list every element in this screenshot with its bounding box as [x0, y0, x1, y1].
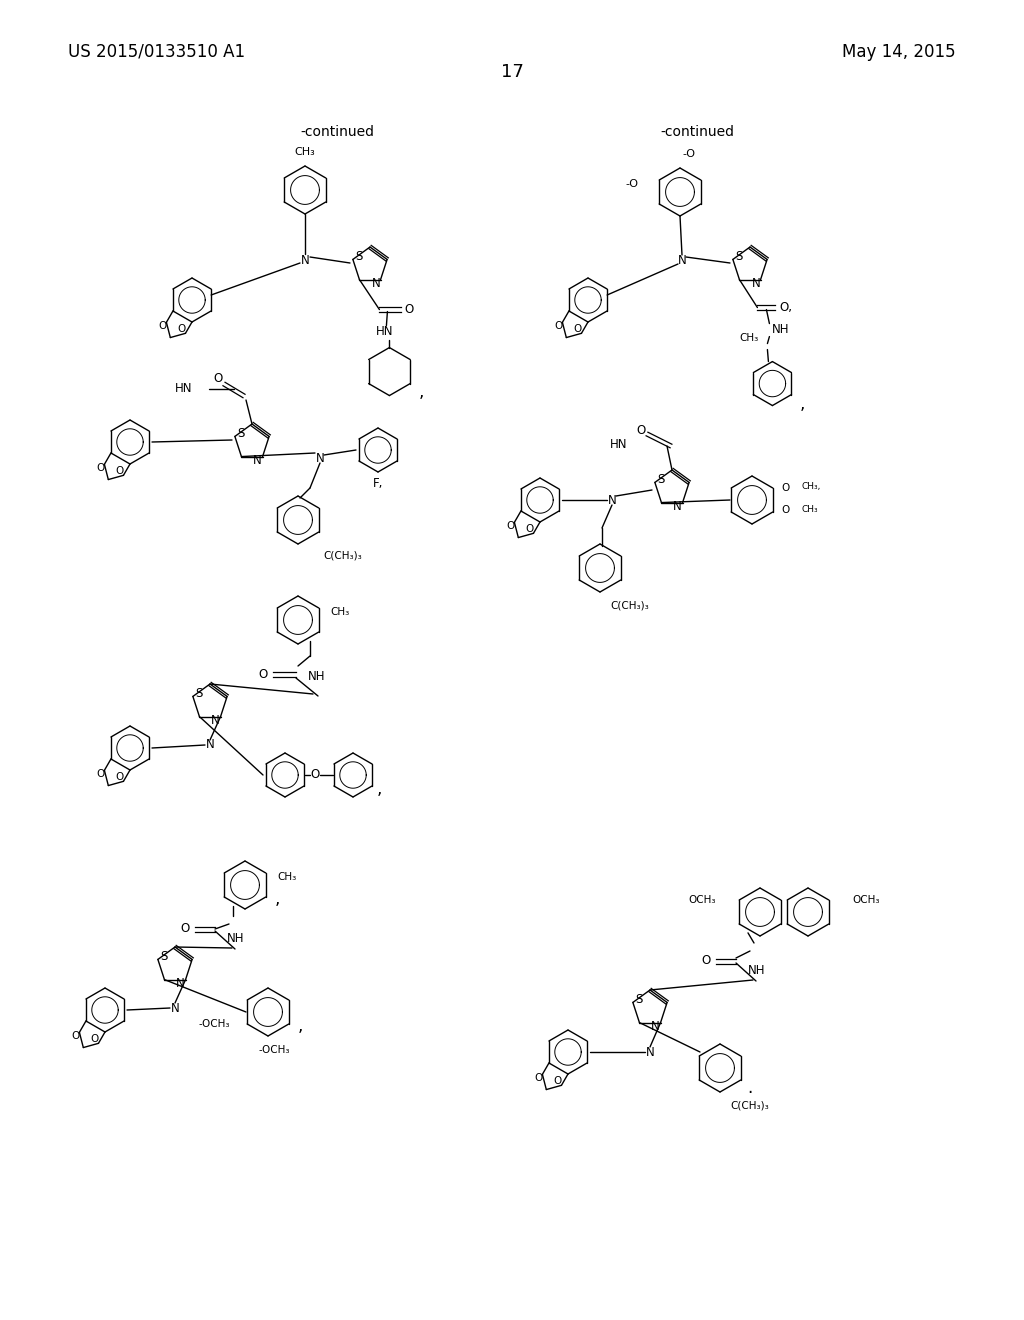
- Text: -OCH₃: -OCH₃: [258, 1045, 290, 1055]
- Text: NH: NH: [227, 932, 245, 945]
- Text: OCH₃: OCH₃: [852, 895, 880, 906]
- Text: O: O: [782, 506, 791, 515]
- Text: HN: HN: [174, 383, 193, 396]
- Text: O: O: [535, 1073, 543, 1084]
- Text: US 2015/0133510 A1: US 2015/0133510 A1: [68, 44, 245, 61]
- Text: N: N: [315, 451, 325, 465]
- Text: S: S: [735, 249, 742, 263]
- Text: O: O: [72, 1031, 80, 1041]
- Text: .: .: [748, 1078, 753, 1097]
- Text: N: N: [673, 500, 682, 513]
- Text: OCH₃: OCH₃: [688, 895, 716, 906]
- Text: -O: -O: [625, 180, 638, 189]
- Text: O: O: [159, 321, 167, 331]
- Text: ,: ,: [376, 780, 382, 799]
- Text: O: O: [258, 668, 267, 681]
- Text: -OCH₃: -OCH₃: [199, 1019, 230, 1030]
- Text: N: N: [301, 253, 309, 267]
- Text: -continued: -continued: [660, 125, 734, 139]
- Text: HN: HN: [609, 437, 627, 450]
- Text: S: S: [196, 686, 203, 700]
- Text: O: O: [116, 466, 124, 477]
- Text: S: S: [238, 426, 245, 440]
- Text: O,: O,: [779, 301, 792, 314]
- Text: O: O: [177, 325, 185, 334]
- Text: N: N: [651, 1020, 659, 1034]
- Text: O: O: [506, 521, 514, 532]
- Text: N: N: [206, 738, 214, 751]
- Text: S: S: [635, 993, 643, 1006]
- Text: O: O: [636, 424, 645, 437]
- Text: C(CH₃)₃: C(CH₃)₃: [323, 550, 361, 561]
- Text: O: O: [701, 954, 711, 968]
- Text: S: S: [657, 473, 665, 486]
- Text: O: O: [180, 923, 189, 936]
- Text: C(CH₃)₃: C(CH₃)₃: [610, 601, 649, 611]
- Text: O: O: [404, 304, 414, 315]
- Text: N: N: [753, 277, 761, 290]
- Text: NH: NH: [771, 323, 788, 337]
- Text: ,: ,: [274, 890, 280, 908]
- Text: N: N: [176, 977, 185, 990]
- Text: HN: HN: [376, 325, 393, 338]
- Text: S: S: [355, 249, 362, 263]
- Text: N: N: [607, 494, 616, 507]
- Text: O: O: [553, 1076, 561, 1086]
- Text: O: O: [96, 770, 104, 779]
- Text: NH: NH: [748, 965, 766, 978]
- Text: O: O: [525, 524, 534, 535]
- Text: CH₃: CH₃: [802, 506, 818, 515]
- Text: F,: F,: [373, 478, 383, 491]
- Text: N: N: [171, 1002, 179, 1015]
- Text: 17: 17: [501, 63, 523, 81]
- Text: N: N: [253, 454, 262, 467]
- Text: CH₃: CH₃: [278, 873, 296, 882]
- Text: O: O: [116, 772, 124, 783]
- Text: O: O: [554, 321, 562, 331]
- Text: O: O: [213, 371, 222, 384]
- Text: O: O: [90, 1035, 98, 1044]
- Text: -O: -O: [682, 149, 695, 158]
- Text: O: O: [782, 483, 791, 492]
- Text: N: N: [645, 1045, 654, 1059]
- Text: O: O: [96, 463, 104, 474]
- Text: ,: ,: [800, 395, 805, 413]
- Text: N: N: [211, 714, 220, 727]
- Text: ,: ,: [297, 1016, 303, 1035]
- Text: CH₃: CH₃: [739, 333, 759, 343]
- Text: ,: ,: [419, 383, 424, 400]
- Text: S: S: [160, 950, 168, 962]
- Text: May 14, 2015: May 14, 2015: [843, 44, 956, 61]
- Text: N: N: [678, 253, 686, 267]
- Text: O: O: [310, 768, 319, 781]
- Text: CH₃: CH₃: [330, 607, 349, 616]
- Text: -continued: -continued: [300, 125, 374, 139]
- Text: NH: NH: [308, 669, 326, 682]
- Text: C(CH₃)₃: C(CH₃)₃: [730, 1101, 769, 1111]
- Text: CH₃: CH₃: [295, 147, 315, 157]
- Text: N: N: [372, 277, 381, 290]
- Text: O: O: [573, 325, 582, 334]
- Text: CH₃,: CH₃,: [802, 482, 821, 491]
